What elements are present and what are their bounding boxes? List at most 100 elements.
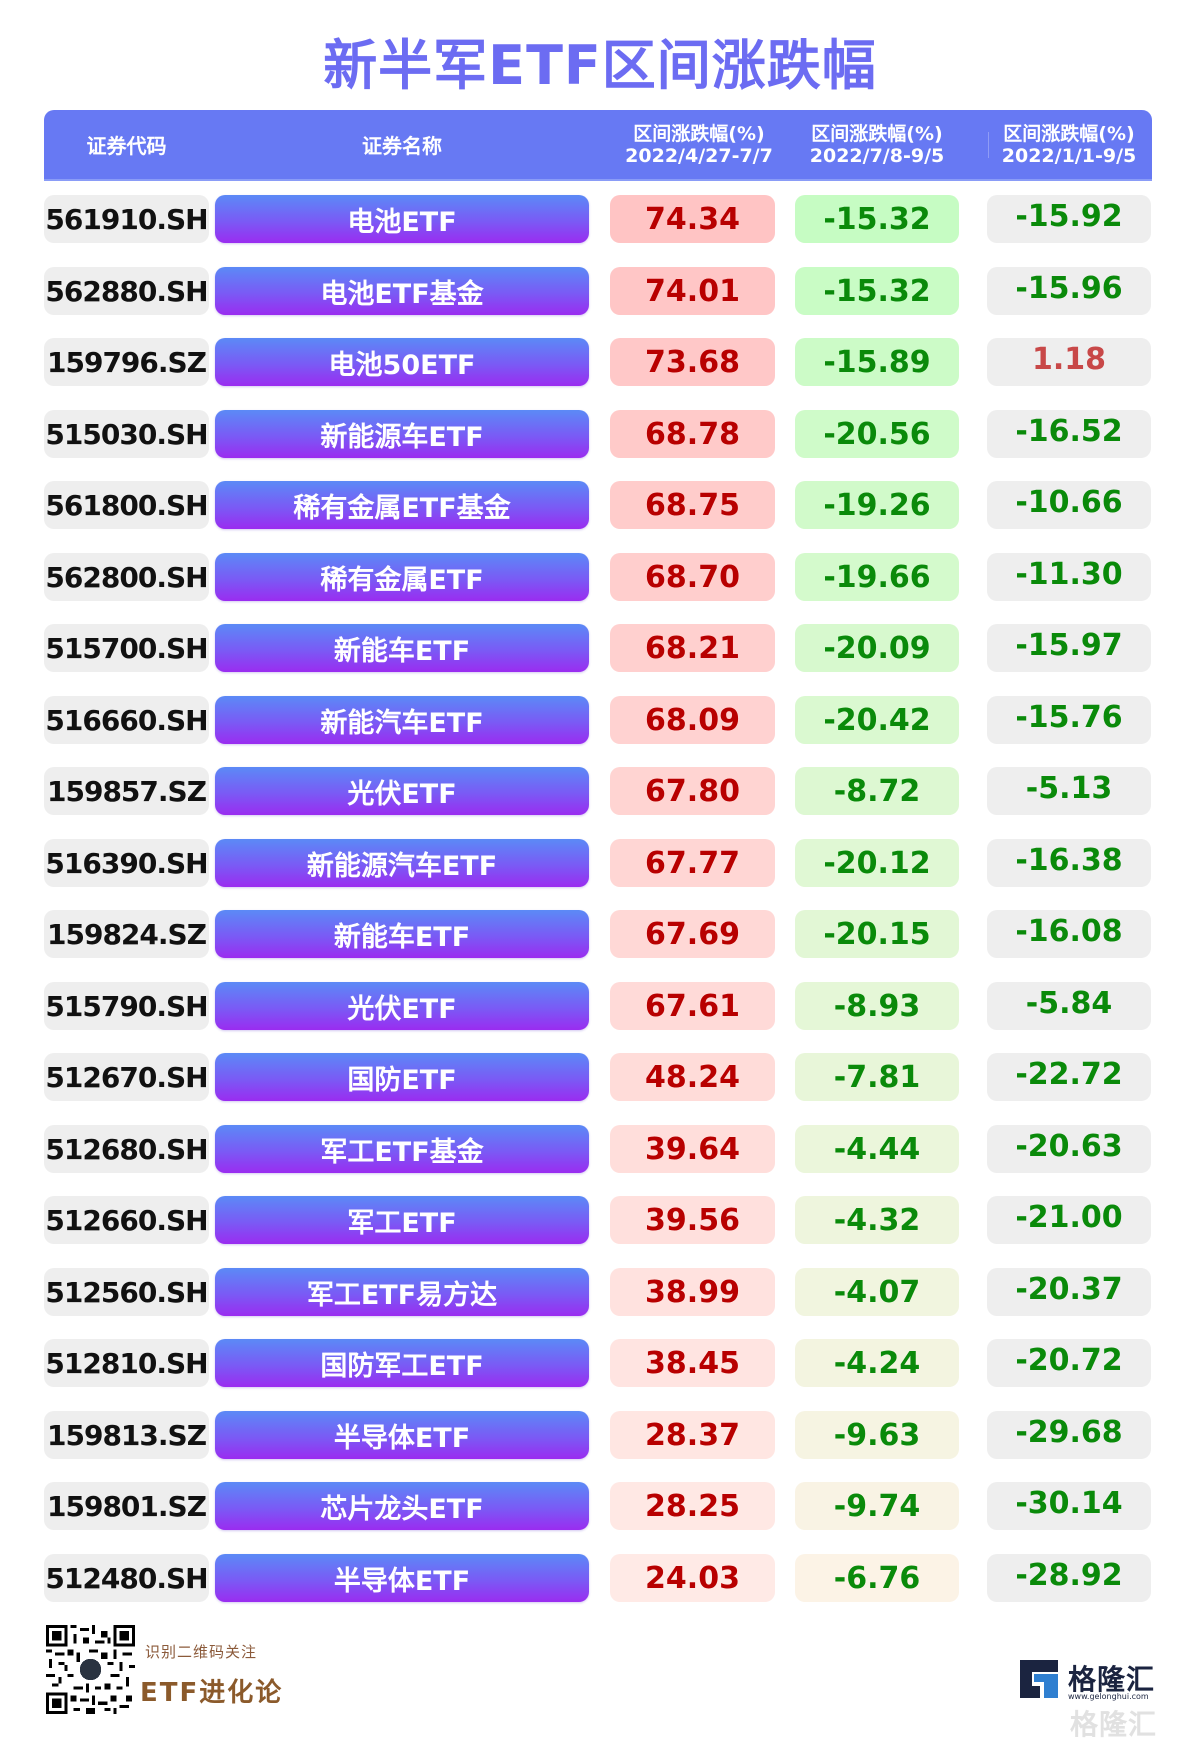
change-period-1-value: 68.75 xyxy=(645,487,740,523)
security-code: 159813.SZ xyxy=(44,1411,209,1459)
table-row: 562880.SH 电池ETF基金 74.01 -15.32 -15.96 xyxy=(0,267,1200,315)
header-period-3: 区间涨跌幅(%) 2022/1/1-9/5 xyxy=(987,110,1151,179)
table-row: 512560.SH 军工ETF易方达 38.99 -4.07 -20.37 xyxy=(0,1268,1200,1316)
table-row: 515790.SH 光伏ETF 67.61 -8.93 -5.84 xyxy=(0,982,1200,1030)
g-logo-icon xyxy=(1020,1660,1058,1698)
change-period-3: -10.66 xyxy=(987,481,1151,529)
change-period-1: 24.03 xyxy=(610,1554,775,1602)
security-code: 515030.SH xyxy=(44,410,209,458)
change-period-1-value: 24.03 xyxy=(645,1560,740,1596)
security-name: 新能车ETF xyxy=(215,910,589,958)
change-period-2-value: -20.56 xyxy=(823,416,931,452)
change-period-2-value: -20.09 xyxy=(823,630,931,666)
change-period-1: 74.01 xyxy=(610,267,775,315)
security-name: 军工ETF易方达 xyxy=(215,1268,589,1316)
change-period-3: -15.76 xyxy=(987,696,1151,744)
change-period-1-value: 39.56 xyxy=(645,1202,740,1238)
security-code: 512810.SH xyxy=(44,1339,209,1387)
change-period-2: -15.32 xyxy=(795,267,959,315)
table-header: 证券代码 证券名称 区间涨跌幅(%) 2022/4/27-7/7 区间涨跌幅(%… xyxy=(44,110,1152,181)
change-period-1: 67.61 xyxy=(610,982,775,1030)
security-name: 光伏ETF xyxy=(215,982,589,1030)
change-period-2-value: -9.63 xyxy=(833,1417,921,1453)
change-period-3-value: -20.72 xyxy=(1015,1342,1123,1378)
security-code: 561800.SH xyxy=(44,481,209,529)
header-period-3-label: 区间涨跌幅(%) xyxy=(1003,122,1135,145)
change-period-2-value: -15.89 xyxy=(823,344,931,380)
change-period-2-value: -8.93 xyxy=(833,988,921,1024)
security-code: 516660.SH xyxy=(44,696,209,744)
change-period-2-value: -7.81 xyxy=(833,1059,921,1095)
change-period-1: 28.25 xyxy=(610,1482,775,1530)
change-period-3-value: -30.14 xyxy=(1015,1485,1123,1521)
change-period-1-value: 68.09 xyxy=(645,702,740,738)
table-row: 159857.SZ 光伏ETF 67.80 -8.72 -5.13 xyxy=(0,767,1200,815)
table-row: 512670.SH 国防ETF 48.24 -7.81 -22.72 xyxy=(0,1053,1200,1101)
change-period-3: -15.97 xyxy=(987,624,1151,672)
change-period-2: -7.81 xyxy=(795,1053,959,1101)
page-title: 新半军ETF区间涨跌幅 xyxy=(323,34,877,97)
change-period-2: -15.32 xyxy=(795,195,959,243)
security-name: 稀有金属ETF基金 xyxy=(215,481,589,529)
change-period-3-value: -15.76 xyxy=(1015,699,1123,735)
security-name: 电池50ETF xyxy=(215,338,589,386)
change-period-3: -11.30 xyxy=(987,553,1151,601)
change-period-2-value: -19.26 xyxy=(823,487,931,523)
change-period-1-value: 28.37 xyxy=(645,1417,740,1453)
table-row: 159824.SZ 新能车ETF 67.69 -20.15 -16.08 xyxy=(0,910,1200,958)
change-period-3-value: -16.08 xyxy=(1015,913,1123,949)
change-period-1: 73.68 xyxy=(610,338,775,386)
change-period-3: -16.52 xyxy=(987,410,1151,458)
change-period-1-value: 67.80 xyxy=(645,773,740,809)
change-period-3-value: -29.68 xyxy=(1015,1414,1123,1450)
security-code: 515700.SH xyxy=(44,624,209,672)
security-code: 159824.SZ xyxy=(44,910,209,958)
change-period-3: -28.92 xyxy=(987,1554,1151,1602)
table-row: 512480.SH 半导体ETF 24.03 -6.76 -28.92 xyxy=(0,1554,1200,1602)
change-period-2-value: -6.76 xyxy=(833,1560,921,1596)
change-period-2-value: -4.07 xyxy=(833,1274,921,1310)
change-period-3-value: -20.63 xyxy=(1015,1128,1123,1164)
change-period-2: -6.76 xyxy=(795,1554,959,1602)
security-name: 国防军工ETF xyxy=(215,1339,589,1387)
change-period-2-value: -8.72 xyxy=(833,773,921,809)
change-period-2: -20.09 xyxy=(795,624,959,672)
change-period-2-value: -20.42 xyxy=(823,702,931,738)
change-period-2-value: -15.32 xyxy=(823,273,931,309)
security-code: 562880.SH xyxy=(44,267,209,315)
change-period-1: 38.45 xyxy=(610,1339,775,1387)
change-period-2: -8.93 xyxy=(795,982,959,1030)
qr-hint: 识别二维码关注 xyxy=(145,1643,258,1661)
security-code: 159796.SZ xyxy=(44,338,209,386)
change-period-1: 39.64 xyxy=(610,1125,775,1173)
security-name: 半导体ETF xyxy=(215,1411,589,1459)
change-period-2: -4.07 xyxy=(795,1268,959,1316)
table-row: 159813.SZ 半导体ETF 28.37 -9.63 -29.68 xyxy=(0,1411,1200,1459)
change-period-1-value: 68.21 xyxy=(645,630,740,666)
change-period-2: -8.72 xyxy=(795,767,959,815)
change-period-2: -19.26 xyxy=(795,481,959,529)
change-period-3-value: -11.30 xyxy=(1015,556,1123,592)
change-period-2: -9.63 xyxy=(795,1411,959,1459)
change-period-2-value: -19.66 xyxy=(823,559,931,595)
security-name: 光伏ETF xyxy=(215,767,589,815)
change-period-1: 48.24 xyxy=(610,1053,775,1101)
security-name: 电池ETF xyxy=(215,195,589,243)
change-period-3: -20.63 xyxy=(987,1125,1151,1173)
change-period-3-value: -10.66 xyxy=(1015,484,1123,520)
change-period-3: -22.72 xyxy=(987,1053,1151,1101)
table-row: 561800.SH 稀有金属ETF基金 68.75 -19.26 -10.66 xyxy=(0,481,1200,529)
security-name: 新能源汽车ETF xyxy=(215,839,589,887)
change-period-1: 28.37 xyxy=(610,1411,775,1459)
change-period-2: -20.15 xyxy=(795,910,959,958)
change-period-3-value: -28.92 xyxy=(1015,1557,1123,1593)
change-period-2-value: -9.74 xyxy=(833,1488,921,1524)
header-period-1-label: 区间涨跌幅(%) xyxy=(633,122,765,145)
change-period-1-value: 68.78 xyxy=(645,416,740,452)
security-name: 电池ETF基金 xyxy=(215,267,589,315)
change-period-3: -5.84 xyxy=(987,982,1151,1030)
table-row: 561910.SH 电池ETF 74.34 -15.32 -15.92 xyxy=(0,195,1200,243)
change-period-1-value: 67.61 xyxy=(645,988,740,1024)
logo-text: 格隆汇 xyxy=(1068,1663,1156,1696)
change-period-1: 68.78 xyxy=(610,410,775,458)
